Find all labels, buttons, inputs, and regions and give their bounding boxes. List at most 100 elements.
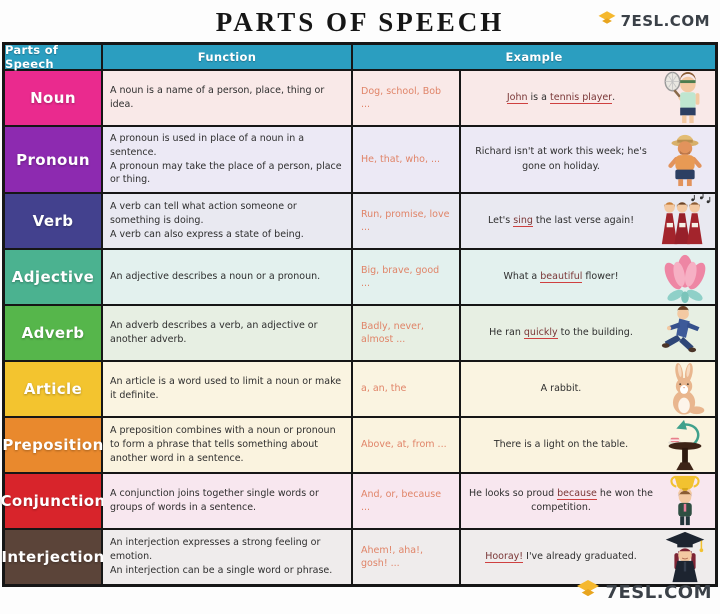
example-sentence-cell: John is a tennis player. xyxy=(461,71,715,125)
function-text: A preposition combines with a noun or pr… xyxy=(110,425,336,464)
pos-label-cell-noun: Noun xyxy=(5,71,101,125)
example-sentence-cell: Richard isn't at work this week; he's go… xyxy=(461,127,715,193)
example-sentence-cell: Hooray! I've already graduated. xyxy=(461,530,715,585)
pos-label-cell-article: Article xyxy=(5,362,101,417)
example-words-cell: a, an, the xyxy=(353,362,459,417)
pos-label: Conjunction xyxy=(0,492,106,511)
function-text: An adjective describes a noun or a prono… xyxy=(110,271,321,283)
table-row-adverb: Adverb An adverb describes a verb, an adj… xyxy=(5,306,715,361)
function-text: A verb can also express a state of being… xyxy=(110,228,304,240)
function-text: An adverb describes a verb, an adjective… xyxy=(110,320,318,346)
brand-logo-bottom: 7ESL.COM xyxy=(575,577,712,607)
pos-label: Interjection xyxy=(1,548,105,567)
example-sentence: What a beautiful flower! xyxy=(503,270,619,284)
example-words-cell: Badly, never, almost ... xyxy=(353,306,459,361)
sentence-text: he won the competition. xyxy=(531,487,654,514)
trophy-kid-illustration xyxy=(656,474,714,528)
graduation-cap-icon xyxy=(597,9,617,33)
example-words: Run, promise, love ... xyxy=(361,208,450,234)
function-cell: An adverb describes a verb, an adjective… xyxy=(103,306,351,361)
pos-label: Noun xyxy=(30,89,76,107)
example-words: a, an, the xyxy=(361,383,407,395)
example-sentence: Hooray! I've already graduated. xyxy=(485,550,637,564)
function-cell: An article is a word used to limit a nou… xyxy=(103,362,351,417)
header-parts-of-speech: Parts of Speech xyxy=(5,43,101,71)
underlined-word: because xyxy=(557,487,597,500)
example-words: Big, brave, good ... xyxy=(361,264,440,290)
pos-label: Adverb xyxy=(21,324,85,343)
sentence-text: Richard isn't at work this week; he's go… xyxy=(475,146,647,172)
example-sentence: Richard isn't at work this week; he's go… xyxy=(469,145,653,174)
function-cell: A noun is a name of a person, place, thi… xyxy=(103,71,351,125)
header-function: Function xyxy=(103,45,351,69)
example-sentence-cell: There is a light on the table. xyxy=(461,418,715,473)
function-cell: A pronoun is used in place of a noun in … xyxy=(103,127,351,193)
rabbit-illustration xyxy=(656,362,714,416)
holiday-man-illustration xyxy=(656,133,714,187)
example-sentence: He ran quickly to the building. xyxy=(489,326,633,340)
function-text: A pronoun may take the place of a person… xyxy=(110,160,342,186)
example-words-cell: Run, promise, love ... xyxy=(353,194,459,249)
sentence-text: Let's xyxy=(487,214,514,226)
example-sentence-cell: A rabbit. xyxy=(461,362,715,417)
table-row-interjection: Interjection An interjection expresses a … xyxy=(1,530,715,585)
pos-label: Preposition xyxy=(2,436,104,455)
table-lamp-illustration xyxy=(656,418,714,472)
sentence-text: I've already graduated. xyxy=(523,550,637,562)
pos-label-cell-conjunction: Conjunction xyxy=(0,474,105,529)
pos-label-cell-pronoun: Pronoun xyxy=(5,127,101,193)
example-words-cell: Big, brave, good ... xyxy=(353,250,459,305)
sentence-text: There is a light on the table. xyxy=(493,438,629,450)
example-sentence-cell: Let's sing the last verse again! xyxy=(461,194,715,249)
pos-label-cell-adverb: Adverb xyxy=(5,306,101,361)
example-words-cell: And, or, because ... xyxy=(353,474,459,529)
example-words: He, that, who, ... xyxy=(361,153,441,165)
pos-label: Pronoun xyxy=(16,150,90,169)
sentence-text: He ran xyxy=(489,326,524,338)
table-body: Noun A noun is a name of a person, place,… xyxy=(0,71,715,585)
example-sentence: A rabbit. xyxy=(541,382,582,396)
pos-label: Article xyxy=(23,380,83,399)
pos-label-cell-adjective: Adjective xyxy=(5,250,101,305)
brand-text: 7ESL.COM xyxy=(605,581,712,603)
example-words: Ahem!, aha!, gosh! ... xyxy=(361,544,423,570)
function-text: An article is a word used to limit a nou… xyxy=(110,376,342,402)
table-row-verb: Verb A verb can tell what action someone … xyxy=(5,194,715,249)
brand-text: 7ESL.COM xyxy=(620,12,710,30)
pos-label: Adjective xyxy=(11,268,95,287)
sentence-text: A rabbit. xyxy=(540,382,582,394)
sentence-text: to the building. xyxy=(557,326,633,338)
underlined-word: beautiful xyxy=(540,270,583,283)
table-row-article: Article An article is a word used to limi… xyxy=(5,362,715,417)
sentence-text: flower! xyxy=(582,270,619,282)
underlined-word: quickly xyxy=(523,326,558,339)
example-words: Dog, school, Bob ... xyxy=(361,85,442,110)
table-header-row: Parts of Speech Function Example xyxy=(5,43,715,71)
header-example: Example xyxy=(353,45,715,69)
page-title: PARTS OF SPEECH xyxy=(215,7,505,37)
function-text: An interjection can be a single word or … xyxy=(110,564,333,576)
table-row-conjunction: Conjunction A conjunction joins together … xyxy=(0,474,715,529)
pos-label: Verb xyxy=(32,212,74,231)
example-sentence: John is a tennis player. xyxy=(506,91,616,105)
example-sentence: He looks so proud because he won the com… xyxy=(469,487,653,516)
function-text: An interjection expresses a strong feeli… xyxy=(110,537,321,563)
flower-illustration xyxy=(656,250,714,304)
underlined-word: sing xyxy=(513,214,533,227)
example-words-cell: He, that, who, ... xyxy=(353,127,459,193)
parts-of-speech-table: Parts of Speech Function Example Noun A n… xyxy=(0,42,718,588)
function-cell: A conjunction joins together single word… xyxy=(103,474,351,529)
example-sentence: There is a light on the table. xyxy=(494,438,628,452)
function-text: A pronoun is used in place of a noun in … xyxy=(110,133,305,158)
example-words: Above, at, from ... xyxy=(361,439,447,451)
function-cell: A verb can tell what action someone or s… xyxy=(103,194,351,249)
underlined-word: John xyxy=(506,91,528,104)
sentence-text: . xyxy=(612,91,616,103)
example-words-cell: Above, at, from ... xyxy=(353,418,459,473)
brand-logo-top: 7ESL.COM xyxy=(597,9,710,33)
function-cell: An interjection expresses a strong feeli… xyxy=(103,530,351,585)
sentence-text: He looks so proud xyxy=(469,487,558,499)
choir-singers-illustration xyxy=(656,194,714,248)
example-sentence-cell: He looks so proud because he won the com… xyxy=(461,474,715,529)
